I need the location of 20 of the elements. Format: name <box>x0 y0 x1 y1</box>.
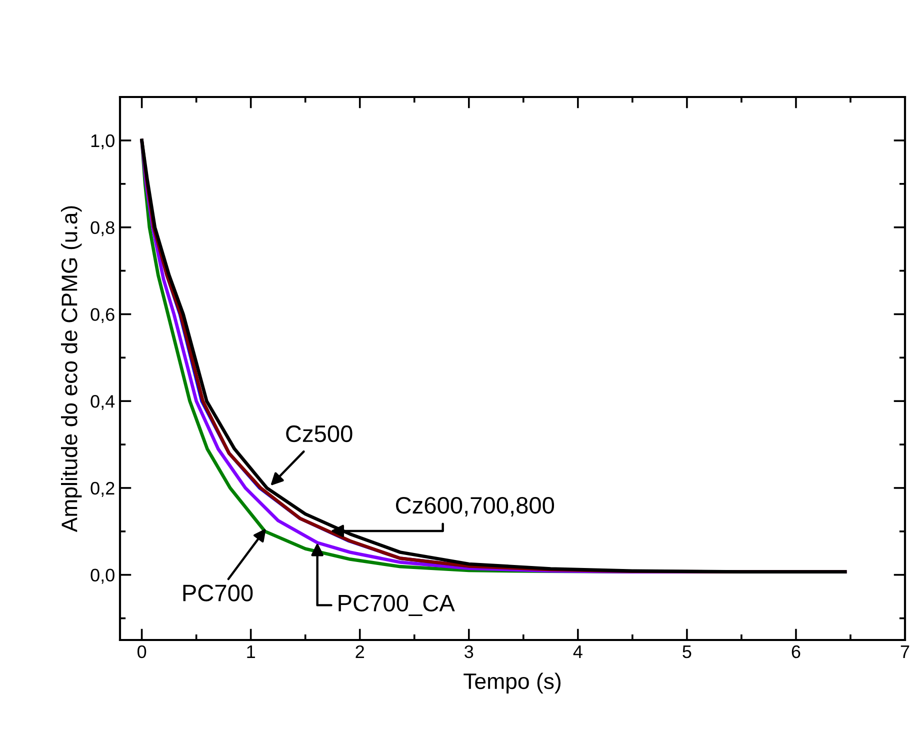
y-axis-title: Amplitude do eco de CPMG (u.a) <box>60 206 82 532</box>
annotation: Cz600,700,800 <box>396 496 554 516</box>
y-tick-label: 1,0 <box>91 134 114 150</box>
annotation: PC700 <box>183 584 253 602</box>
x-tick-label: 5 <box>682 646 692 658</box>
y-tick-label: 0,2 <box>90 482 114 497</box>
y-tick-label: 0,4 <box>90 395 115 410</box>
y-tick-label: 0,0 <box>90 568 114 584</box>
y-tick-label: 0,6 <box>90 308 114 324</box>
x-tick-label: 7 <box>900 646 910 658</box>
y-tick-label: 0,8 <box>90 221 114 236</box>
x-tick-label: 0 <box>137 645 146 658</box>
annotation: PC700_CA <box>338 594 455 616</box>
x-tick-label: 6 <box>792 645 800 658</box>
annotation: Cz500 <box>286 425 352 442</box>
x-tick-label: 3 <box>464 645 474 658</box>
x-tick-label: 1 <box>247 646 255 658</box>
x-tick-label: 2 <box>356 645 364 658</box>
x-tick-label: 4 <box>573 646 582 658</box>
x-axis-title: Tempo (s) <box>464 672 561 694</box>
